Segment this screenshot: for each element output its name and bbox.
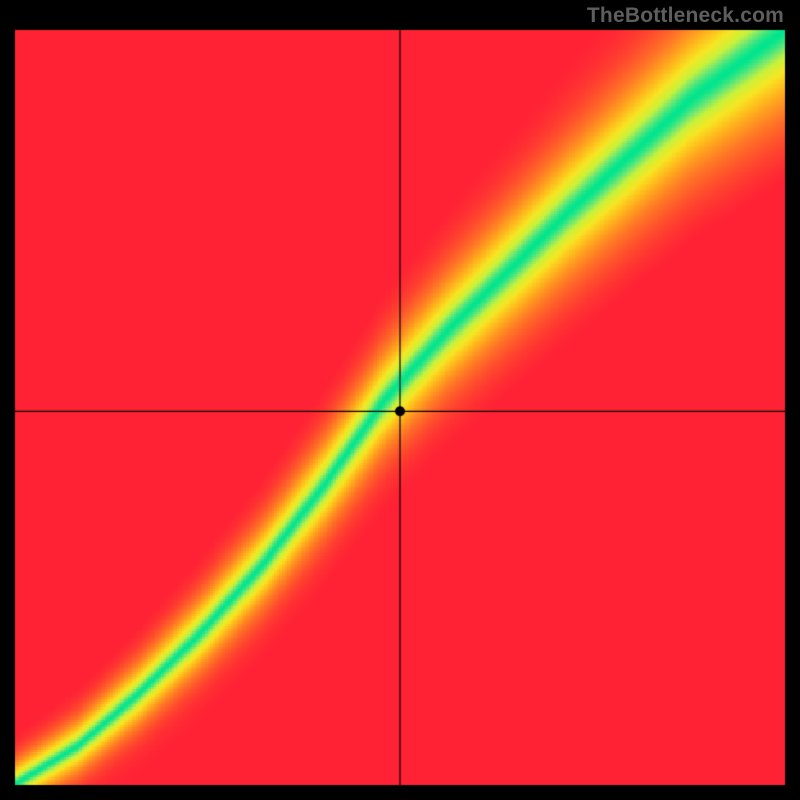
- bottleneck-heatmap: [0, 0, 800, 800]
- watermark-text: TheBottleneck.com: [587, 4, 784, 28]
- chart-container: TheBottleneck.com: [0, 0, 800, 800]
